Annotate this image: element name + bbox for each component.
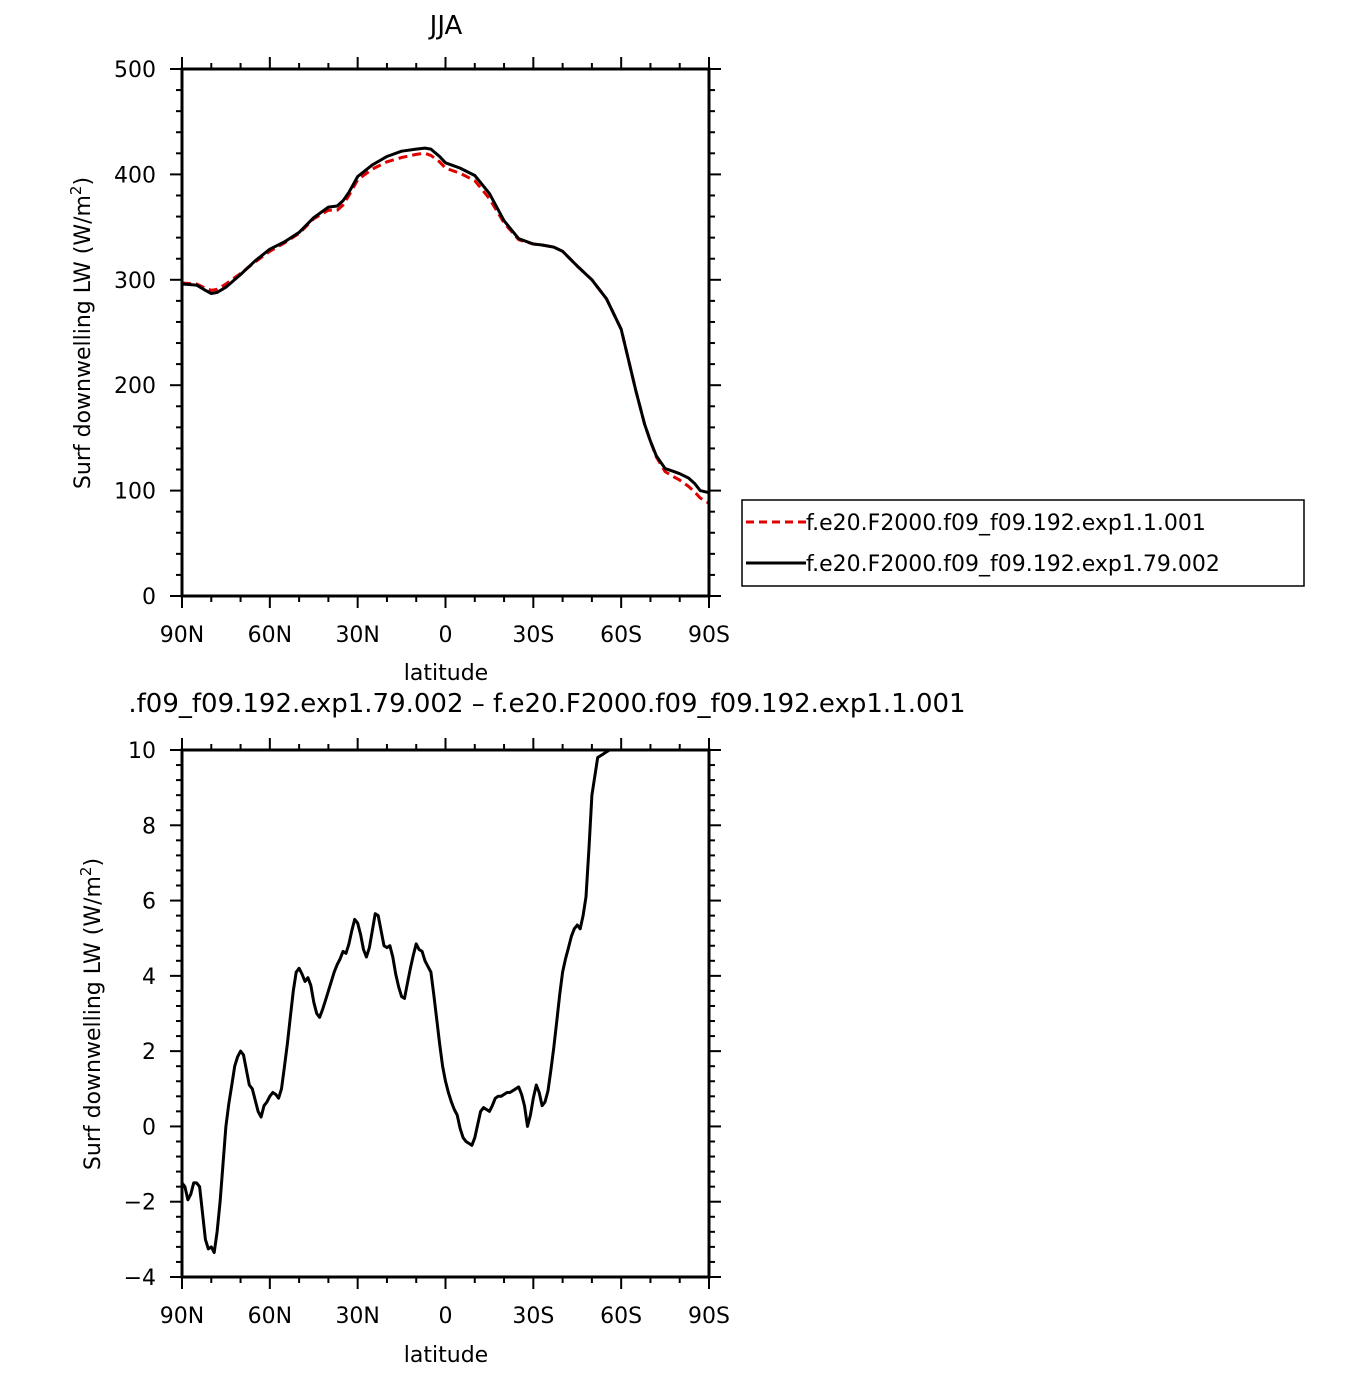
bottom-x-tick-label: 90N [160,1304,204,1329]
top-y-tick-label: 500 [114,58,156,83]
bottom-y-axis-label-main: Surf downwelling LW (W/m [81,876,106,1170]
bottom-x-tick-label: 30S [512,1304,554,1329]
legend-frame [741,499,1305,587]
top-y-tick-label: 100 [114,480,156,505]
top-y-tick-label: 0 [142,585,156,610]
top-panel: JJA 90N 60N 30N 0 30S 60S 90S0100200300400500 … [67,11,1305,686]
top-legend: f.e20.F2000.f09_f09.192.exp1.1.001 f.e20… [741,499,1305,587]
bottom-series-line-1 [180,748,709,1254]
bottom-x-tick-label: 30N [335,1304,379,1329]
bottom-ticks-group: 90N 60N 30N 0 30S 60S 90S −4 −2 0 2 4 6 8 10 [124,738,730,1329]
bottom-x-tick-label: 90S [688,1304,730,1329]
top-x-tick-label: 30S [512,623,554,648]
bottom-y-tick-label: 4 [142,965,156,990]
top-y-tick-label: 300 [114,269,156,294]
top-y-tick-label: 400 [114,163,156,188]
bottom-y-axis-label: Surf downwelling LW (W/m2) [77,858,106,1170]
top-chart-title: JJA [428,11,463,41]
bottom-panel: .f09_f09.192.exp1.79.002 – f.e20.F2000.f… [77,689,966,1368]
top-ticks-group: 90N 60N 30N 0 30S 60S 90S 0 100 200 300 400 500 [114,57,730,648]
top-y-tick-label: 200 [114,374,156,399]
top-y-axis-label: Surf downwelling LW (W/m2) [67,177,96,489]
bottom-series-group [180,748,709,1254]
bottom-x-tick-label: 0 [439,1304,453,1329]
legend-label-series-1: f.e20.F2000.f09_f09.192.exp1.1.001 [806,511,1206,536]
bottom-y-tick-label: 0 [142,1115,156,1140]
bottom-y-tick-label: 6 [142,890,156,915]
top-y-axis-label-close: ) [71,177,96,186]
bottom-chart-title: .f09_f09.192.exp1.79.002 – f.e20.F2000.f… [128,689,965,719]
top-series-line-1 [181,151,710,505]
bottom-x-axis-label: latitude [404,1343,488,1368]
legend-label-series-2: f.e20.F2000.f09_f09.192.exp1.79.002 [806,552,1220,577]
bottom-plot-frame [180,748,711,1279]
top-x-tick-label: 60S [600,623,642,648]
bottom-y-tick-label: 10 [128,739,156,764]
bottom-y-axis-label-close: ) [81,858,106,867]
bottom-y-tick-label: 2 [142,1040,156,1065]
top-x-tick-label: 90N [160,623,204,648]
bottom-y-axis-label-sup: 2 [77,867,95,877]
bottom-y-tick-label: −2 [124,1191,156,1216]
top-y-axis-label-main: Surf downwelling LW (W/m [71,195,96,489]
top-x-tick-label: 0 [439,623,453,648]
top-x-tick-label: 90S [688,623,730,648]
bottom-y-tick-label: −4 [124,1266,156,1291]
top-y-axis-label-sup: 2 [67,186,85,196]
top-plot-frame [180,67,711,598]
top-x-tick-label: 30N [335,623,379,648]
bottom-y-tick-label: 8 [142,814,156,839]
top-x-tick-label: 60N [248,623,292,648]
bottom-x-tick-label: 60S [600,1304,642,1329]
top-x-axis-label: latitude [404,661,488,686]
bottom-x-tick-label: 60N [248,1304,292,1329]
top-series-line-2 [181,146,710,495]
top-series-group [181,146,710,505]
